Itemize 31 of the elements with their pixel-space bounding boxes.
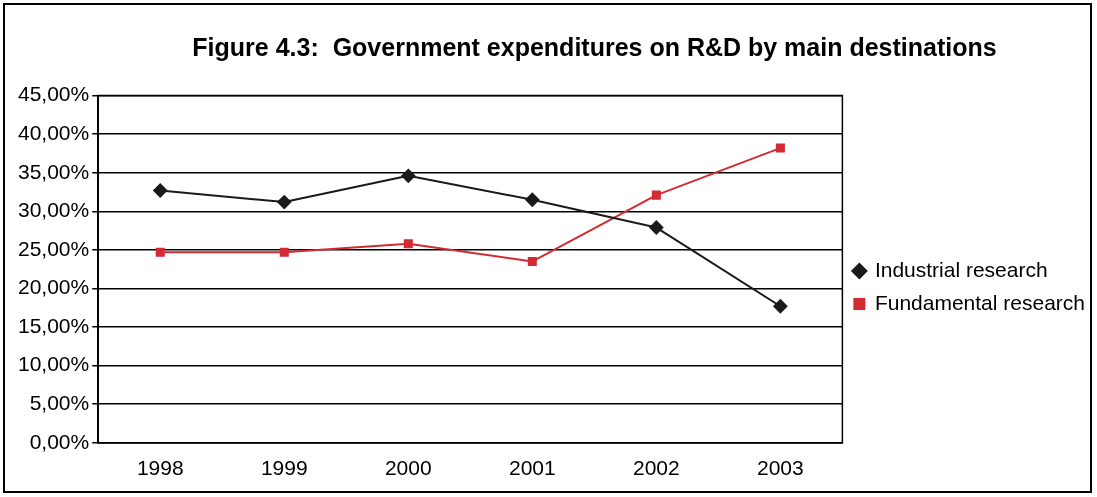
point [525, 192, 540, 207]
x-tick-label: 2003 [757, 456, 804, 480]
y-tick-label: 25,00% [17, 236, 90, 260]
x-tick-label: 2001 [508, 456, 556, 480]
legend-label: Industrial research [874, 257, 1048, 281]
point [279, 247, 289, 257]
point [651, 190, 661, 200]
y-tick-label: 10,00% [17, 352, 90, 376]
x-tick-label: 2000 [384, 456, 432, 480]
y-tick-label: 0,00% [29, 429, 90, 453]
x-tick-label: 1999 [260, 456, 308, 480]
legend-label: Fundamental research [874, 290, 1086, 314]
point [277, 195, 292, 210]
x-tick-label: 1998 [136, 456, 184, 480]
y-tick-label: 45,00% [17, 82, 90, 106]
y-tick-label: 5,00% [29, 391, 90, 415]
y-tick-label: 40,00% [17, 120, 90, 144]
point [775, 143, 785, 153]
point [403, 239, 413, 249]
point [527, 256, 537, 267]
point [155, 247, 165, 257]
y-tick-label: 35,00% [17, 159, 90, 183]
point [773, 299, 788, 314]
y-tick-label: 30,00% [17, 198, 90, 222]
y-tick-label: 20,00% [17, 275, 90, 299]
x-tick-label: 2002 [632, 456, 680, 480]
point [649, 220, 664, 235]
point [401, 168, 416, 183]
y-tick-label: 15,00% [17, 313, 90, 337]
point [153, 183, 168, 198]
chart-title: Figure 4.3: Government expenditures on R&D by main destinations [191, 33, 998, 62]
